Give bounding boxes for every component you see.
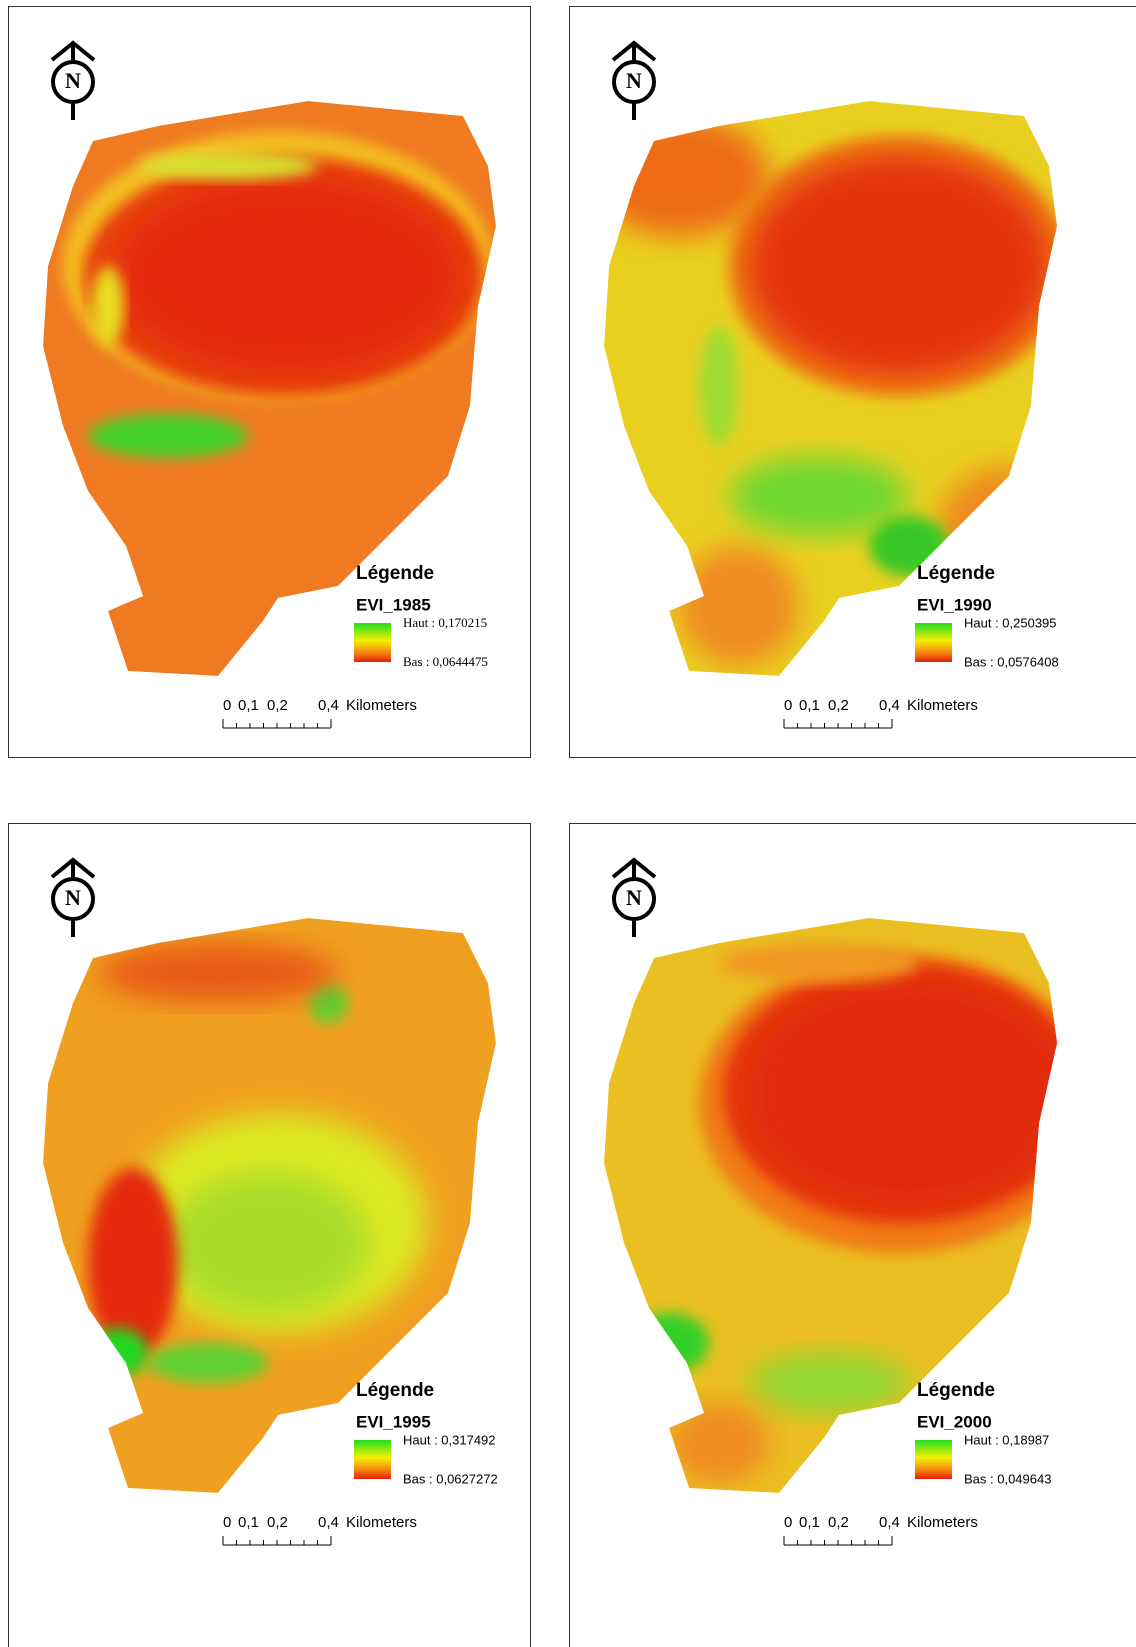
legend-layer: EVI_1995 [356, 1412, 431, 1431]
scale-bar [222, 1536, 332, 1546]
legend-high: Haut : 0,250395 [964, 615, 1057, 630]
scale-label: 0,4 [879, 1514, 900, 1531]
scale-label: 0,1 [799, 697, 820, 714]
raster-zone [749, 1353, 909, 1413]
scale-label: 0,1 [799, 1514, 820, 1531]
legend-title: Légende [917, 1380, 995, 1401]
north-label: N [626, 68, 642, 93]
legend-layer: EVI_1985 [356, 595, 431, 614]
raster-zone [98, 943, 338, 1003]
legend-high: Haut : 0,18987 [964, 1432, 1049, 1447]
scale-unit: Kilometers [346, 697, 417, 714]
scale-label: 0,2 [828, 697, 849, 714]
north-label: N [626, 885, 642, 910]
legend-low: Bas : 0,049643 [964, 1471, 1051, 1486]
raster-zone [729, 456, 909, 536]
legend-ramp [915, 623, 952, 662]
legend-high: Haut : 0,170215 [403, 615, 487, 630]
raster-zone [88, 414, 248, 458]
legend-ramp [354, 1440, 391, 1479]
raster-zone [138, 152, 318, 180]
north-arrow-ring [612, 60, 656, 104]
raster-zone [113, 176, 463, 376]
north-arrow-ring [612, 877, 656, 921]
scale-label: 0,1 [238, 1514, 259, 1531]
north-arrow-head [611, 40, 657, 62]
raster-zone [669, 1403, 769, 1483]
north-label: N [65, 68, 81, 93]
north-arrow-head [50, 40, 96, 62]
scale-label: 0,2 [267, 1514, 288, 1531]
raster-zone [168, 1173, 368, 1313]
scale-bar [222, 719, 332, 729]
scale-label: 0 [223, 1514, 231, 1531]
scale-unit: Kilometers [346, 1514, 417, 1531]
legend-ramp [915, 1440, 952, 1479]
raster-zone [679, 546, 799, 666]
north-arrow-ring [51, 877, 95, 921]
north-arrow-ring [51, 60, 95, 104]
raster-zone [88, 1168, 178, 1358]
scale-unit: Kilometers [907, 1514, 978, 1531]
scale-label: 0 [223, 697, 231, 714]
north-arrow: N [611, 857, 657, 937]
scale-label: 0,4 [318, 1514, 339, 1531]
raster-zone [148, 1343, 268, 1383]
scale-label: 0,2 [828, 1514, 849, 1531]
raster-zone [699, 326, 739, 446]
legend-high: Haut : 0,317492 [403, 1432, 496, 1447]
scale-label: 0 [784, 1514, 792, 1531]
scale-unit: Kilometers [907, 697, 978, 714]
legend-layer: EVI_2000 [917, 1412, 992, 1431]
legend-low: Bas : 0,0627272 [403, 1471, 498, 1486]
scale-label: 0,4 [318, 697, 339, 714]
north-arrow-head [611, 857, 657, 879]
legend-low: Bas : 0,0576408 [964, 654, 1059, 669]
raster-zone [719, 943, 919, 983]
raster-zone [749, 983, 1057, 1203]
evi-raster [43, 101, 496, 676]
legend-title: Légende [356, 1380, 434, 1401]
legend-low: Bas : 0,0644475 [403, 654, 488, 669]
north-arrow: N [50, 40, 96, 120]
raster-zone [92, 266, 124, 346]
legend-layer: EVI_1990 [917, 595, 992, 614]
scale-label: 0,1 [238, 697, 259, 714]
scale-label: 0,2 [267, 697, 288, 714]
north-arrow: N [611, 40, 657, 120]
north-arrow-head [50, 857, 96, 879]
raster-zone [308, 983, 348, 1023]
evi-raster [604, 918, 1057, 1493]
scale-bar [783, 719, 893, 729]
scale-label: 0,4 [879, 697, 900, 714]
legend-title: Légende [917, 563, 995, 584]
north-label: N [65, 885, 81, 910]
scale-bar [783, 1536, 893, 1546]
evi-raster [43, 918, 496, 1493]
legend-title: Légende [356, 563, 434, 584]
scale-label: 0 [784, 697, 792, 714]
raster-zone [749, 156, 1049, 376]
legend-ramp [354, 623, 391, 662]
north-arrow: N [50, 857, 96, 937]
